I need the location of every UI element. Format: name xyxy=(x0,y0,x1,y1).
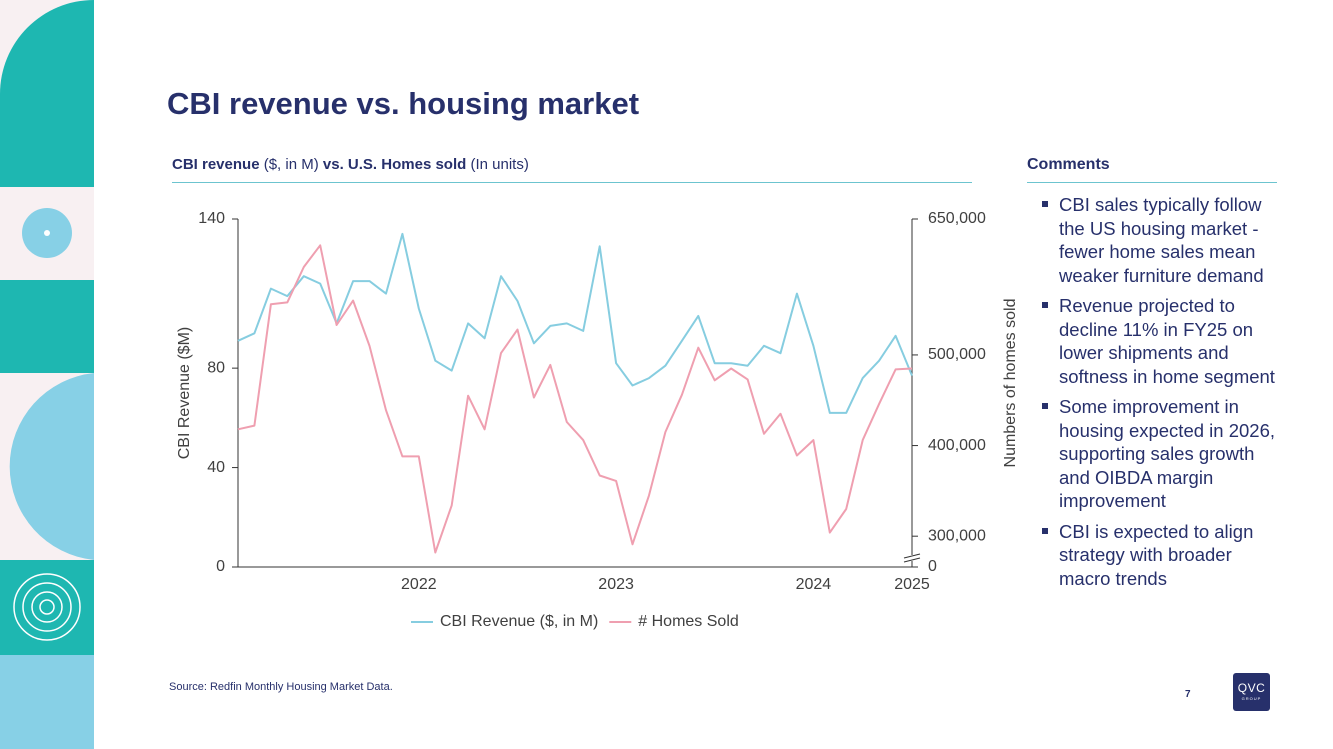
logo-text: QVC xyxy=(1237,681,1266,695)
decor-dot xyxy=(44,230,50,236)
y2-tick-label: 400,000 xyxy=(928,437,986,454)
heading-rule xyxy=(1027,182,1277,183)
x-tick-label: 2025 xyxy=(894,576,930,593)
logo-subtext: GROUP xyxy=(1241,696,1262,701)
x-tick-label: 2022 xyxy=(401,576,437,593)
legend-label: CBI Revenue ($, in M) xyxy=(440,613,598,630)
logo: QVC GROUP xyxy=(1233,673,1270,711)
decor-block xyxy=(0,655,94,749)
comments-list: CBI sales typically follow the US housin… xyxy=(1041,193,1277,597)
source-note: Source: Redfin Monthly Housing Market Da… xyxy=(169,681,393,693)
y2-tick-label: 0 xyxy=(928,558,937,575)
x-tick-label: 2024 xyxy=(796,576,832,593)
heading-part: vs. U.S. Homes sold xyxy=(322,156,467,173)
decor-block xyxy=(0,560,94,655)
decor-strip xyxy=(0,0,94,749)
y-tick-label: 0 xyxy=(216,558,225,575)
y2-tick-label: 300,000 xyxy=(928,527,986,544)
heading-part: CBI revenue xyxy=(172,156,260,173)
decor-arch xyxy=(0,0,94,187)
y-tick-label: 140 xyxy=(198,210,225,227)
series-line xyxy=(237,244,913,554)
x-tick-label: 2023 xyxy=(598,576,634,593)
y-tick-label: 80 xyxy=(207,359,225,376)
heading-part: ($, in M) xyxy=(263,156,319,173)
comments-heading: Comments xyxy=(1027,156,1110,173)
heading-part: (In units) xyxy=(470,156,529,173)
heading-rule xyxy=(172,182,972,183)
comment: Some improvement in housing expected in … xyxy=(1041,395,1277,513)
series-line xyxy=(237,232,913,414)
comment: CBI is expected to align strategy with b… xyxy=(1041,520,1277,591)
comment: CBI sales typically follow the US housin… xyxy=(1041,193,1277,287)
y-axis-title: CBI Revenue ($M) xyxy=(176,327,193,460)
page-number: 7 xyxy=(1185,689,1191,700)
decor-half-circle xyxy=(9,373,94,560)
decor-rings xyxy=(13,573,81,641)
comment: Revenue projected to decline 11% in FY25… xyxy=(1041,294,1277,388)
decor-block xyxy=(0,280,94,373)
y-tick-label: 40 xyxy=(207,459,225,476)
axis-break-gap xyxy=(904,555,920,561)
y2-tick-label: 650,000 xyxy=(928,210,986,227)
y2-tick-label: 500,000 xyxy=(928,346,986,363)
legend-label: # Homes Sold xyxy=(638,613,739,630)
chart-heading: CBI revenue ($, in M) vs. U.S. Homes sol… xyxy=(172,156,529,173)
slide-title: CBI revenue vs. housing market xyxy=(167,86,640,121)
axis-break xyxy=(903,557,921,563)
y2-axis-title: Numbers of homes sold xyxy=(1002,299,1019,468)
axis-break xyxy=(903,553,921,559)
